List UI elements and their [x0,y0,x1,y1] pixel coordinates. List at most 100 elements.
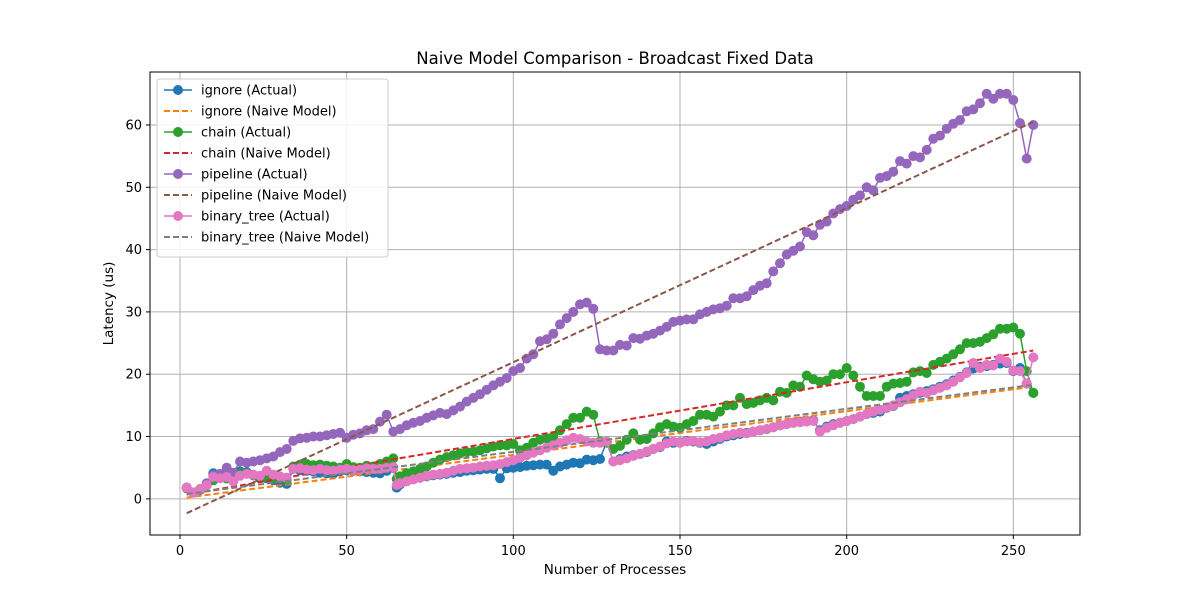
data-point [508,439,519,449]
data-point [761,278,772,289]
legend-marker [173,85,183,95]
series-pipeline-naive-model [186,120,1034,515]
data-point [1008,95,1019,105]
data-point [955,115,965,125]
data-point [548,328,559,339]
legend-label: binary_tree (Naive Model) [201,231,369,246]
data-point [1008,322,1019,333]
data-point [688,416,699,426]
data-point [768,395,779,406]
y-tick-label: 0 [134,492,142,507]
data-point [1001,88,1012,99]
data-point [721,300,732,311]
legend-marker [173,169,183,179]
data-point [855,190,865,201]
y-tick-label: 10 [125,430,142,445]
y-axis-label: Latency (us) [101,262,117,346]
x-tick-label: 0 [176,544,184,559]
data-point [768,266,779,277]
legend-label: binary_tree (Actual) [201,210,330,225]
y-tick-label: 30 [125,305,142,320]
data-point [1021,153,1032,164]
y-axis: 0 10 20 30 40 50 60 [125,118,150,507]
legend: ignore (Actual) ignore (Naive Model) chain… [156,78,389,258]
legend-label: ignore (Naive Model) [201,105,337,120]
model-line [186,120,1034,515]
data-point [855,381,865,392]
data-point [201,480,212,491]
data-point [988,329,999,340]
data-point [935,130,945,141]
data-point [501,373,512,383]
data-point [901,376,912,387]
x-tick-label: 250 [1001,544,1026,559]
data-point [381,409,392,420]
x-tick-label: 50 [338,544,355,559]
data-point [575,412,585,423]
series-binary-tree-naive-model [186,383,1034,495]
data-point [835,369,845,380]
data-point [1015,118,1025,129]
data-point [621,340,632,351]
data-point [715,406,725,417]
legend-item-chain-naive-model: chain (Naive Model) [164,147,331,162]
legend-item-chain-actual: chain (Actual) [164,126,291,141]
y-tick-label: 40 [125,243,142,258]
model-line [186,383,1034,495]
legend-item-binary-tree-naive-model: binary_tree (Naive Model) [164,231,369,246]
x-tick-label: 150 [668,544,693,559]
data-point [528,349,539,360]
data-point [961,368,972,378]
data-point [541,334,552,345]
data-point [281,444,292,454]
data-point [808,416,819,426]
data-point [588,303,599,314]
legend-marker [173,211,183,221]
data-point [515,363,525,373]
data-point [775,258,785,269]
data-point [968,104,979,115]
data-point [588,409,599,420]
data-point [975,98,985,109]
x-axis-label: Number of Processes [544,562,686,578]
legend-item-binary-tree-actual: binary_tree (Actual) [164,210,330,225]
data-point [921,368,932,378]
data-point [1021,378,1032,389]
x-tick-label: 200 [834,544,859,559]
x-tick-label: 100 [501,544,526,559]
legend-item-pipeline-actual: pipeline (Actual) [164,168,308,183]
data-point [988,360,999,371]
legend-label: pipeline (Naive Model) [201,189,347,204]
data-point [955,344,965,355]
data-point [915,152,925,163]
data-point [1015,366,1025,377]
legend-label: pipeline (Actual) [201,168,308,183]
legend-label: chain (Actual) [201,126,291,141]
y-tick-label: 50 [125,181,142,196]
x-axis: 0 50 100 150 200 250 [176,535,1026,559]
legend-item-pipeline-naive-model: pipeline (Naive Model) [164,189,347,204]
data-point [581,297,592,308]
data-point [615,440,625,451]
model-line [186,349,1034,496]
data-point [808,230,819,241]
data-point [1028,387,1039,398]
data-point [641,434,652,444]
data-point [821,375,832,386]
data-point [888,166,899,177]
series-binary-tree-actual [181,352,1039,498]
data-point [608,345,619,356]
data-point [1015,328,1025,339]
data-point [561,419,572,430]
data-point [495,473,505,484]
data-point [595,454,605,464]
y-tick-label: 60 [125,118,142,133]
plot-frame [149,71,1081,536]
data-point [1001,356,1012,367]
legend-box [156,78,389,258]
data-point [841,363,852,373]
data-point [568,306,579,317]
legend-marker [173,127,183,137]
data-point [541,459,552,470]
series-chain-naive-model [186,349,1034,496]
